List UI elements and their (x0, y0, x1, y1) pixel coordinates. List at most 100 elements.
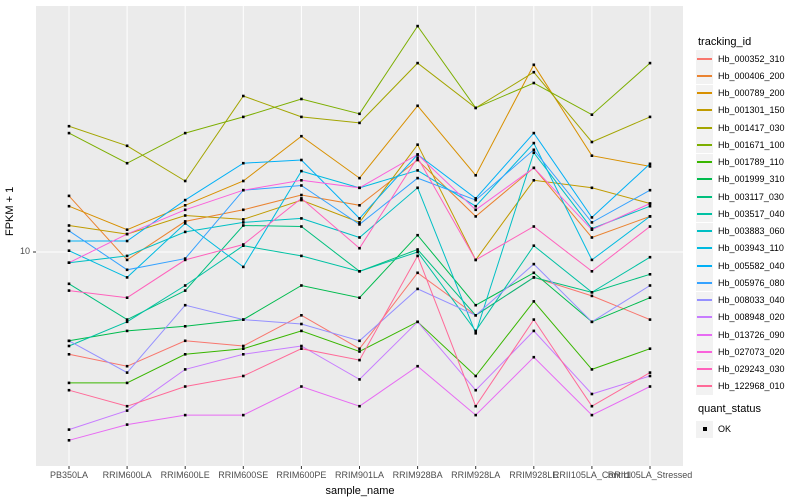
data-point (358, 221, 361, 224)
data-point (67, 124, 71, 128)
data-point (67, 131, 71, 135)
legend-entry: Hb_000789_200 (696, 84, 785, 102)
data-point (532, 131, 536, 135)
data-point (532, 276, 536, 279)
data-point (242, 115, 245, 119)
data-point (67, 388, 71, 392)
data-point (532, 355, 536, 359)
legend-entry: Hb_005582_040 (696, 257, 785, 274)
data-point (125, 268, 129, 272)
legend-key (696, 222, 713, 240)
data-point (183, 204, 187, 207)
data-point (300, 179, 303, 182)
data-point (125, 404, 129, 408)
data-point (590, 258, 594, 262)
data-point (242, 353, 245, 356)
data-point (474, 197, 477, 200)
data-point (67, 381, 71, 385)
data-point (358, 378, 361, 381)
data-point (532, 329, 536, 333)
data-point (300, 169, 303, 173)
data-point (183, 289, 187, 292)
legend-label: Hb_000352_310 (718, 53, 785, 64)
data-point (474, 332, 477, 335)
legend-key-line-icon (697, 74, 712, 77)
legend-label: Hb_003517_040 (718, 208, 785, 219)
data-point (67, 204, 71, 208)
data-point (183, 368, 187, 371)
data-point (532, 63, 536, 67)
legend-entry: Hb_000352_310 (696, 50, 785, 67)
data-point (358, 223, 361, 226)
data-point (67, 344, 71, 348)
legend-entry: Hb_029243_030 (696, 360, 785, 378)
data-point (242, 413, 245, 417)
x-tick-label: RRIM600SE (218, 470, 268, 480)
data-point (67, 353, 71, 356)
data-point (183, 325, 187, 328)
data-point (648, 273, 652, 276)
legend-label: Hb_001789_110 (718, 157, 784, 167)
x-tick-label: RRIM928LE (509, 470, 558, 480)
legend-entry: Hb_003517_040 (696, 205, 785, 223)
data-point (125, 254, 129, 258)
legend-key (696, 420, 713, 438)
legend-key (696, 67, 713, 85)
legend-key (696, 326, 713, 343)
data-point (125, 161, 129, 165)
data-point (532, 151, 536, 154)
data-point (300, 158, 303, 162)
legend-entry: Hb_001417_030 (696, 119, 785, 136)
data-point (416, 104, 419, 108)
data-point (300, 284, 303, 287)
legend-key (696, 360, 713, 378)
data-point (590, 320, 594, 324)
legend-label: Hb_122968_010 (718, 381, 785, 392)
data-point (183, 385, 187, 388)
data-point (125, 371, 129, 374)
data-point (590, 140, 594, 144)
data-point (416, 153, 419, 156)
legend-entry: Hb_005976_080 (696, 274, 785, 292)
legend-entry: Hb_013726_090 (696, 326, 785, 343)
data-point (125, 423, 129, 426)
data-point (358, 404, 361, 408)
legend-label: Hb_013726_090 (718, 329, 785, 340)
data-point (474, 215, 477, 218)
data-point (532, 318, 536, 321)
data-point (474, 413, 477, 417)
legend-key (696, 119, 713, 136)
data-point (242, 318, 245, 321)
data-point (300, 134, 303, 138)
data-point (300, 197, 303, 200)
data-point (125, 232, 129, 236)
data-point (183, 284, 187, 287)
data-point (183, 214, 187, 217)
legend-key-line-icon (697, 57, 712, 60)
x-tick-label: RRIM928BA (393, 470, 443, 480)
legend-entry: Hb_001671_100 (696, 136, 785, 154)
legend-key (696, 205, 713, 223)
data-point (242, 347, 245, 350)
data-point (183, 339, 187, 343)
data-point (242, 161, 245, 165)
data-point (67, 289, 71, 292)
data-point (183, 303, 187, 307)
data-point (590, 270, 594, 273)
data-point (358, 350, 361, 353)
data-point (300, 193, 303, 197)
data-point (532, 300, 536, 303)
data-point (416, 24, 419, 28)
data-point (242, 243, 245, 246)
data-point (300, 385, 303, 388)
data-point (300, 322, 303, 326)
y-axis-title: FPKM + 1 (4, 186, 16, 236)
data-point (590, 186, 594, 190)
data-point (358, 296, 361, 299)
data-point (183, 222, 187, 225)
legend-key (696, 50, 713, 67)
data-point (125, 228, 129, 231)
x-tick-label: RRIM901LA (335, 470, 384, 480)
legend-title-quant-status: quant_status (698, 403, 761, 415)
data-point (648, 215, 652, 218)
